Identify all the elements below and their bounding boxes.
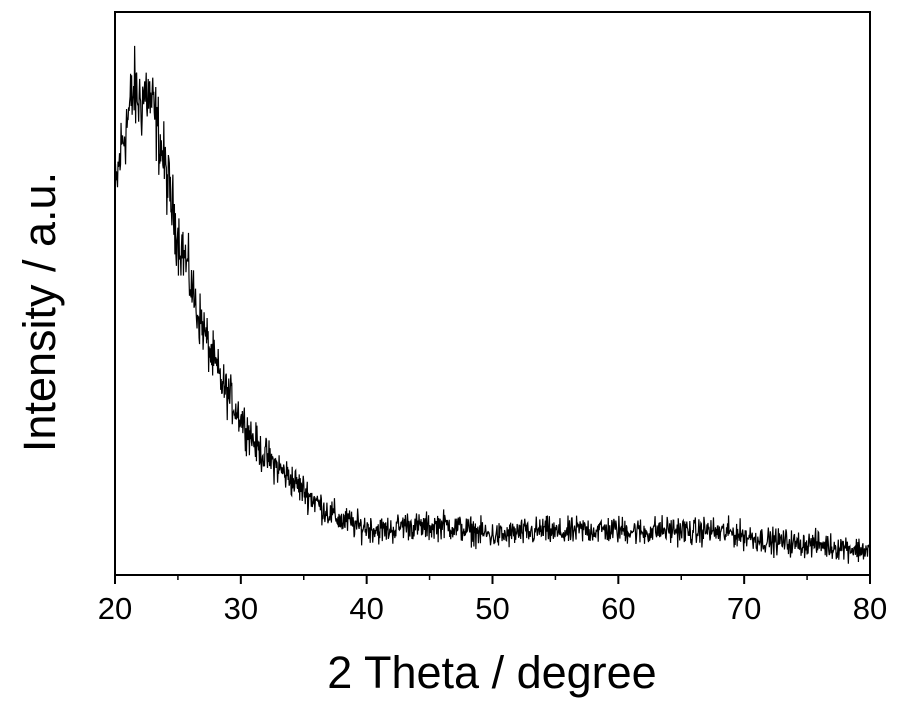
- x-tick-label: 40: [349, 591, 383, 626]
- x-axis-tick-labels: 20 30 40 50 60 70 80: [98, 591, 887, 626]
- x-tick-label: 30: [224, 591, 258, 626]
- x-tick-label: 50: [475, 591, 509, 626]
- y-axis-title: Intensity / a.u.: [14, 172, 65, 452]
- plot-frame: [114, 11, 871, 576]
- x-axis-title: 2 Theta / degree: [327, 647, 656, 698]
- x-tick-label: 60: [601, 591, 635, 626]
- x-axis-ticks: [114, 575, 871, 584]
- x-tick-label: 20: [98, 591, 132, 626]
- series-line: [114, 45, 871, 564]
- x-tick-label: 70: [727, 591, 761, 626]
- x-tick-label: 80: [853, 591, 887, 626]
